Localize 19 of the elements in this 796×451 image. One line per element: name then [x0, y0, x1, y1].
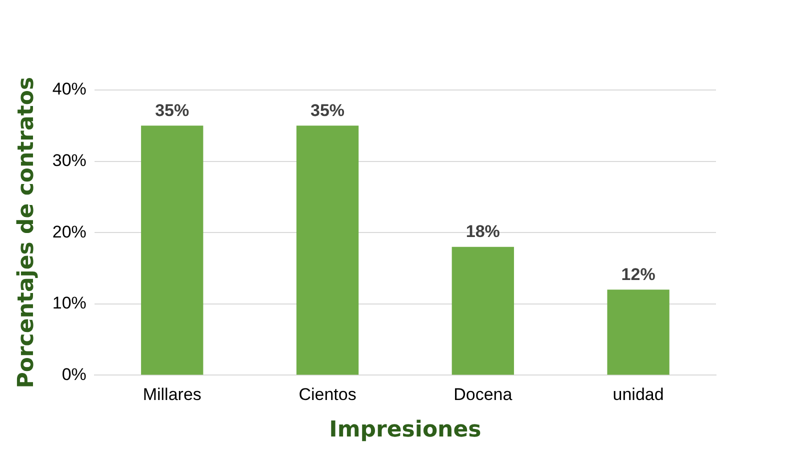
x-tick-label: unidad: [612, 385, 664, 404]
x-tick-label: Cientos: [298, 385, 356, 404]
x-axis-title: Impresiones: [329, 418, 482, 443]
data-label: 35%: [155, 100, 190, 120]
y-tick-label: 0%: [62, 364, 86, 384]
y-tick-label: 30%: [52, 150, 86, 170]
bar: [607, 290, 670, 375]
x-tick-label: Millares: [142, 385, 202, 404]
y-tick-label: 20%: [52, 222, 86, 242]
y-axis-title: Porcentajes de contratos: [14, 76, 39, 388]
data-label: 18%: [466, 222, 500, 242]
y-tick-label: 10%: [52, 294, 86, 313]
y-tick-label: 40%: [52, 80, 86, 99]
bar: [141, 126, 204, 375]
bar: [296, 126, 359, 375]
data-label: 12%: [621, 264, 656, 284]
bar: [452, 246, 514, 375]
data-label: 35%: [310, 100, 345, 120]
x-tick-label: Docena: [454, 385, 513, 404]
